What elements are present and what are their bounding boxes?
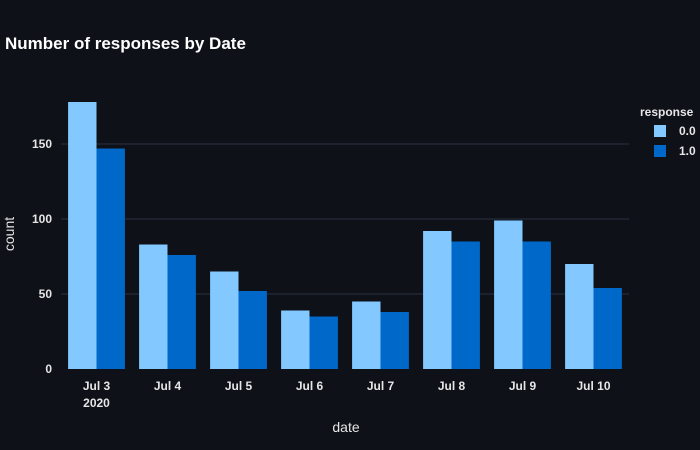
bar xyxy=(423,231,452,369)
bar xyxy=(167,255,196,369)
legend-swatch xyxy=(654,145,666,157)
bar xyxy=(281,310,310,369)
y-axis-ticks: 0 50 100 150 xyxy=(32,137,52,376)
x-tick-label: Jul 3 xyxy=(83,379,111,393)
legend: response 0.0 1.0 xyxy=(640,105,696,158)
legend-swatch xyxy=(654,125,666,137)
x-tick-sublabel: 2020 xyxy=(83,396,110,410)
y-tick-label: 150 xyxy=(32,137,52,151)
y-tick-label: 100 xyxy=(32,212,52,226)
bar xyxy=(352,301,381,369)
bar xyxy=(139,244,168,369)
y-axis-title: count xyxy=(1,217,17,251)
x-tick-label: Jul 8 xyxy=(438,379,466,393)
legend-label: 0.0 xyxy=(679,124,696,138)
bar xyxy=(309,316,338,369)
bar xyxy=(68,102,97,369)
legend-title: response xyxy=(640,105,694,119)
bar xyxy=(565,264,594,369)
x-tick-label: Jul 9 xyxy=(509,379,537,393)
bar xyxy=(210,271,239,369)
bar xyxy=(593,288,622,369)
x-tick-label: Jul 6 xyxy=(296,379,324,393)
x-tick-label: Jul 7 xyxy=(367,379,395,393)
y-tick-label: 50 xyxy=(39,287,53,301)
x-axis-ticks: Jul 3 2020 Jul 4 Jul 5 Jul 6 Jul 7 Jul 8 Jul 9 J… xyxy=(83,379,611,410)
x-tick-label: Jul 4 xyxy=(154,379,182,393)
x-tick-label: Jul 5 xyxy=(225,379,253,393)
bar xyxy=(380,312,409,369)
bars xyxy=(68,102,622,369)
bar xyxy=(522,241,551,369)
x-axis-title: date xyxy=(332,419,359,435)
x-tick-label: Jul 10 xyxy=(576,379,610,393)
bar xyxy=(494,220,523,369)
legend-label: 1.0 xyxy=(679,144,696,158)
y-tick-label: 0 xyxy=(45,362,52,376)
chart-title: Number of responses by Date xyxy=(5,34,246,53)
bar xyxy=(96,148,125,369)
bar xyxy=(451,241,480,369)
bar xyxy=(238,291,267,369)
